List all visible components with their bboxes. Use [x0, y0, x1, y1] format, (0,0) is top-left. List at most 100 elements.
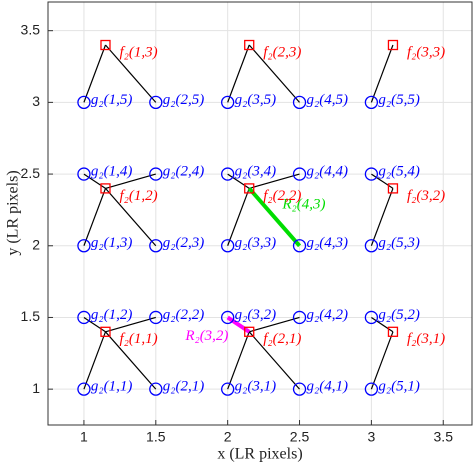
point — [77, 239, 91, 253]
x-tick-label: 1.5 — [146, 429, 166, 445]
link — [248, 44, 300, 103]
y-tick-label: 1 — [32, 380, 40, 396]
point — [244, 326, 255, 337]
point-label: g₂(2,3) — [163, 235, 204, 251]
link — [370, 331, 394, 390]
link — [371, 316, 394, 333]
point-label: g₂(3,5) — [235, 92, 276, 108]
link — [370, 44, 394, 103]
point-label: f₂(2,3) — [263, 44, 301, 60]
point-label: f₂(1,3) — [119, 44, 157, 60]
point-label: g₂(5,3) — [378, 235, 419, 251]
point-label: g₂(2,2) — [163, 307, 204, 323]
point — [77, 310, 91, 325]
point-label: g₂(5,2) — [378, 307, 419, 323]
point — [77, 382, 91, 396]
point — [292, 239, 307, 253]
highlight-link — [247, 187, 302, 248]
link — [105, 331, 157, 390]
point-label: f₂(1,1) — [119, 331, 157, 347]
point — [364, 167, 379, 181]
point-label: g₂(1,5) — [91, 92, 132, 108]
point-label: g₂(3,3) — [235, 235, 276, 251]
link — [105, 44, 157, 103]
y-tick-label: 2 — [32, 236, 40, 252]
x-tick-label: 3 — [367, 429, 375, 445]
point — [149, 167, 163, 181]
link — [227, 173, 250, 189]
link — [227, 331, 250, 390]
link — [370, 188, 394, 246]
point-label: g₂(4,2) — [307, 307, 348, 323]
point — [100, 183, 111, 194]
point — [149, 382, 163, 396]
point-label: g₂(3,2) — [235, 307, 276, 323]
point — [221, 239, 235, 253]
point-label: g₂(2,5) — [163, 92, 204, 108]
point-label: f₂(3,1) — [407, 331, 445, 347]
point — [292, 167, 307, 181]
point-label: g₂(3,1) — [235, 379, 276, 395]
point — [221, 167, 235, 181]
point — [364, 382, 379, 396]
point — [149, 95, 163, 110]
y-tick-label: 2.5 — [21, 165, 41, 181]
point — [292, 95, 307, 110]
point — [149, 310, 163, 325]
point-label: g₂(5,4) — [378, 164, 419, 180]
point — [100, 39, 111, 51]
point-label: f₂(2,2) — [263, 188, 301, 204]
point-label: g₂(1,2) — [91, 307, 132, 323]
point — [221, 382, 235, 396]
point-label: f₂(3,3) — [407, 44, 445, 60]
x-axis-label: x (LR pixels) — [217, 446, 302, 463]
point — [292, 382, 307, 396]
point-label: g₂(1,3) — [91, 235, 132, 251]
link — [227, 188, 250, 246]
point-label: g₂(5,1) — [378, 379, 419, 395]
y-axis-label: y (LR pixels) — [5, 170, 22, 255]
point — [77, 95, 91, 110]
x-tick-label: 2 — [224, 429, 232, 445]
point — [387, 326, 399, 337]
point-label: g₂(1,4) — [91, 164, 132, 180]
point — [77, 167, 91, 181]
point-label: f₂(1,2) — [119, 188, 157, 204]
link — [83, 44, 107, 103]
x-tick-label: 1 — [80, 429, 88, 445]
point — [221, 310, 235, 325]
link — [83, 188, 107, 246]
point — [364, 310, 379, 325]
link — [83, 173, 106, 189]
y-tick-label: 3.5 — [21, 21, 41, 37]
point — [292, 310, 307, 325]
y-tick-label: 3 — [32, 93, 40, 109]
point-label: g₂(4,3) — [307, 235, 348, 251]
point — [387, 183, 399, 194]
x-tick-label: 3.5 — [434, 429, 454, 445]
point — [100, 326, 111, 337]
point-label: g₂(4,4) — [307, 164, 348, 180]
point-label: g₂(4,1) — [307, 379, 348, 395]
link — [371, 173, 394, 189]
point-label: f₂(2,1) — [263, 331, 301, 347]
point — [364, 239, 379, 253]
point — [149, 239, 163, 253]
point — [364, 95, 379, 110]
link — [227, 44, 250, 103]
point — [221, 95, 235, 110]
link — [105, 188, 157, 247]
highlight-label: R₂(3,2) — [184, 328, 228, 344]
point — [244, 183, 255, 194]
point-label: g₂(5,5) — [378, 92, 419, 108]
highlight-link — [226, 315, 251, 334]
link — [249, 173, 300, 189]
point — [244, 39, 255, 51]
point-label: g₂(1,1) — [91, 379, 132, 395]
link — [105, 173, 156, 189]
link — [83, 316, 106, 333]
point-label: g₂(2,1) — [163, 379, 204, 395]
x-tick-label: 2.5 — [290, 429, 310, 445]
link — [105, 316, 156, 333]
